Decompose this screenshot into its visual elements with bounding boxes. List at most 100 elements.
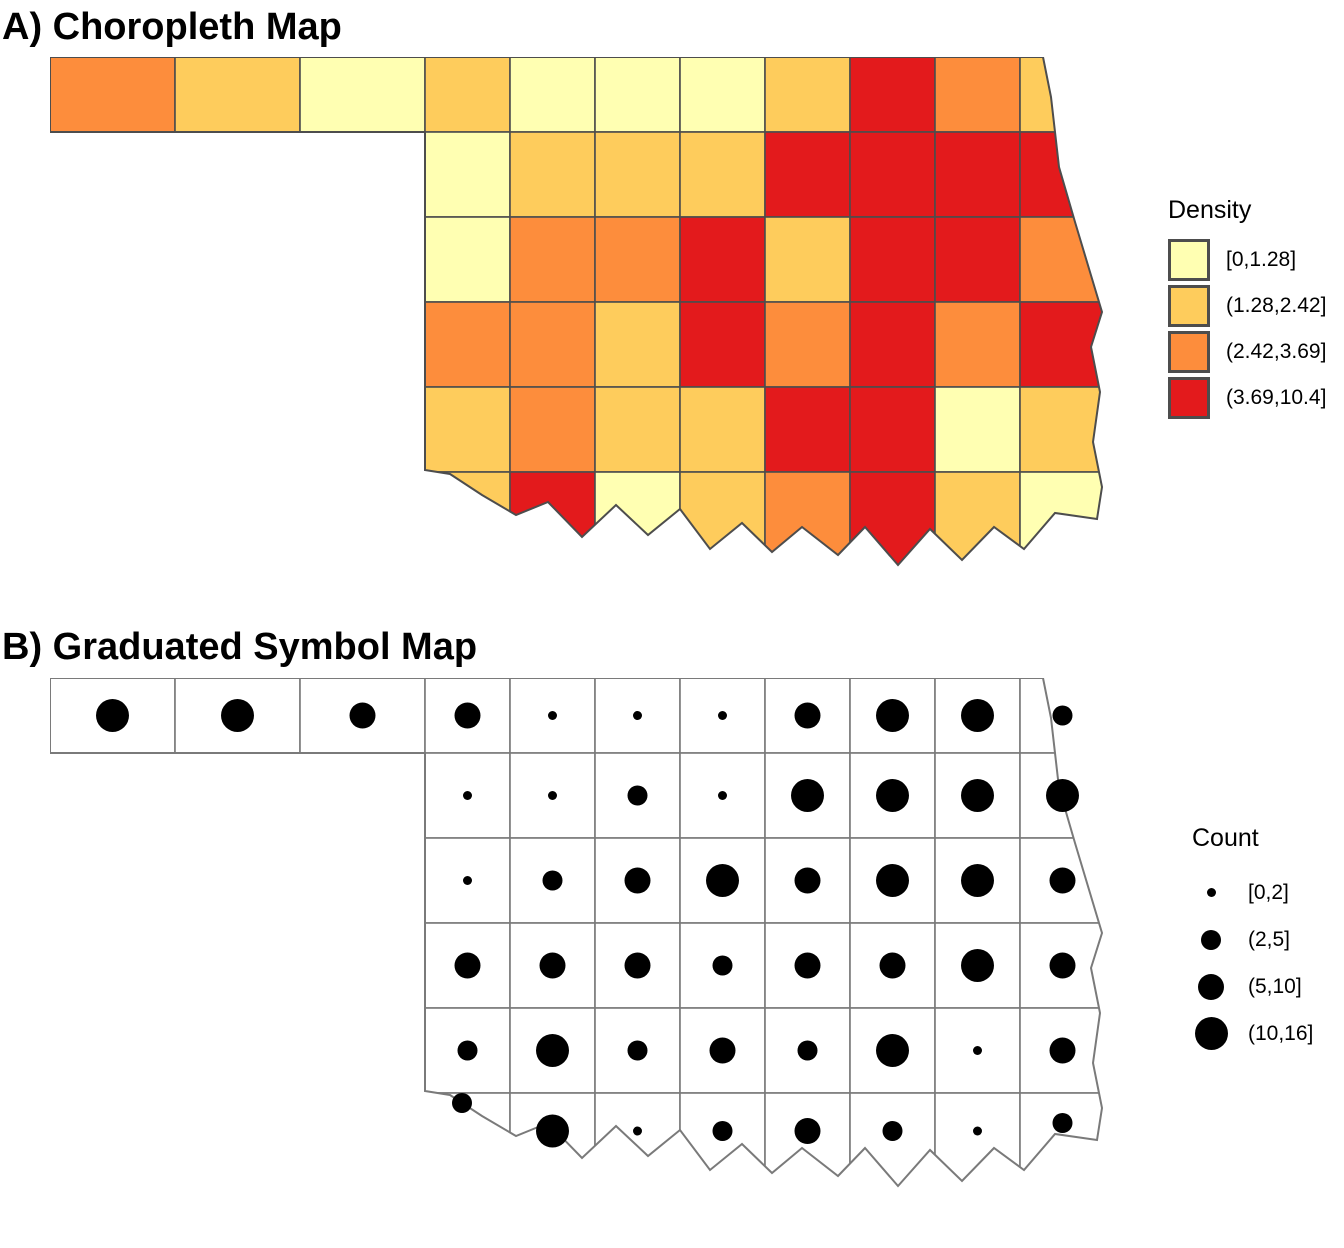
count-circle [627, 785, 648, 806]
county-shape [594, 386, 681, 473]
density-legend-item: [0,1.28] [1168, 237, 1326, 283]
county-shape [934, 471, 1021, 565]
count-circle [548, 791, 557, 800]
county-shape [509, 131, 596, 218]
count-legend-item: (2,5] [1186, 916, 1313, 963]
count-circle [876, 779, 909, 812]
count-legend-label: (5,10] [1248, 974, 1302, 998]
count-circle [1049, 952, 1076, 979]
count-circle [718, 711, 727, 720]
county-shape [1019, 386, 1102, 473]
count-circle [454, 702, 481, 729]
count-circle [633, 711, 642, 720]
county-shape [849, 301, 936, 388]
panel-a-title: A) Choropleth Map [2, 6, 342, 48]
county-shape [764, 471, 851, 565]
county-shape [509, 57, 596, 133]
count-circle [463, 791, 472, 800]
count-circle [1052, 705, 1073, 726]
density-legend-swatch [1168, 239, 1210, 281]
count-circle [794, 1118, 821, 1144]
county-shape [509, 386, 596, 473]
count-circle [876, 699, 909, 732]
count-legend-symbol-cell [1186, 888, 1236, 897]
county-shape [849, 471, 936, 565]
density-legend-label: [0,1.28] [1226, 248, 1297, 271]
count-circle [961, 949, 994, 982]
count-circle [876, 864, 909, 897]
county-shape [299, 57, 426, 133]
county-shape [594, 216, 681, 303]
county-shape [849, 57, 936, 133]
count-circle [539, 952, 566, 979]
county-shape [424, 57, 511, 133]
graduated-symbol-map [50, 678, 1104, 1188]
county-shape [594, 1092, 681, 1186]
count-circle [712, 1121, 733, 1141]
county-shape [1019, 57, 1102, 133]
county-shape [424, 471, 511, 565]
county-shape [679, 471, 766, 565]
density-legend-label: (2.42,3.69] [1226, 340, 1327, 363]
density-legend-item: (1.28,2.42] [1168, 283, 1326, 329]
density-legend-swatch [1168, 331, 1210, 373]
county-shape [679, 386, 766, 473]
count-circle [1046, 779, 1079, 812]
count-circle [627, 1040, 648, 1061]
count-legend-label: (2,5] [1248, 927, 1291, 951]
count-circle [879, 952, 906, 979]
county-shape [679, 301, 766, 388]
county-shape [509, 471, 596, 565]
county-shape [679, 216, 766, 303]
county-shape [764, 57, 851, 133]
count-circle [548, 711, 557, 720]
count-legend-circle [1206, 888, 1216, 897]
choropleth-counties [50, 57, 1102, 565]
count-circle [536, 1114, 569, 1148]
county-shape [934, 1092, 1021, 1186]
county-shape [679, 57, 766, 133]
count-circle [794, 702, 821, 729]
count-legend-item: (5,10] [1186, 963, 1313, 1010]
count-circle [624, 867, 651, 894]
count-legend-items: [0,2] (2,5] (5,10] (10,16] [1186, 869, 1313, 1057]
county-shape [174, 57, 301, 133]
count-legend-symbol-cell [1186, 1017, 1236, 1050]
panel-b-title: B) Graduated Symbol Map [2, 626, 478, 668]
county-shape [934, 386, 1021, 473]
count-legend-title: Count [1192, 824, 1259, 852]
county-shape [764, 386, 851, 473]
county-shape [764, 301, 851, 388]
count-circle [624, 952, 651, 979]
county-shape [594, 301, 681, 388]
count-circle [961, 779, 994, 812]
county-shape [1019, 216, 1102, 303]
density-legend-label: (1.28,2.42] [1226, 294, 1327, 317]
county-shape [849, 386, 936, 473]
county-shape [679, 131, 766, 218]
county-shape [509, 301, 596, 388]
density-legend-title: Density [1168, 196, 1252, 224]
count-legend-label: [0,2] [1248, 880, 1289, 904]
county-shape [1019, 131, 1102, 218]
county-shape [594, 471, 681, 565]
count-circle [457, 1040, 478, 1061]
density-legend-item: (3.69,10.4] [1168, 375, 1326, 421]
count-circle [536, 1034, 569, 1067]
count-circle [1049, 1037, 1076, 1064]
count-circle [633, 1126, 642, 1136]
count-circle [961, 699, 994, 732]
county-shape [1019, 301, 1102, 388]
county-shape [934, 57, 1021, 133]
count-circle [791, 779, 824, 812]
count-circle [794, 952, 821, 979]
state-outline [50, 57, 1104, 567]
count-legend-item: [0,2] [1186, 869, 1313, 916]
count-legend-circle [1201, 929, 1221, 950]
county-shape [594, 131, 681, 218]
choropleth-map [50, 57, 1104, 567]
count-circle [876, 1034, 909, 1067]
count-circle [973, 1046, 982, 1055]
count-circle [794, 867, 821, 894]
county-shape [679, 1092, 766, 1186]
